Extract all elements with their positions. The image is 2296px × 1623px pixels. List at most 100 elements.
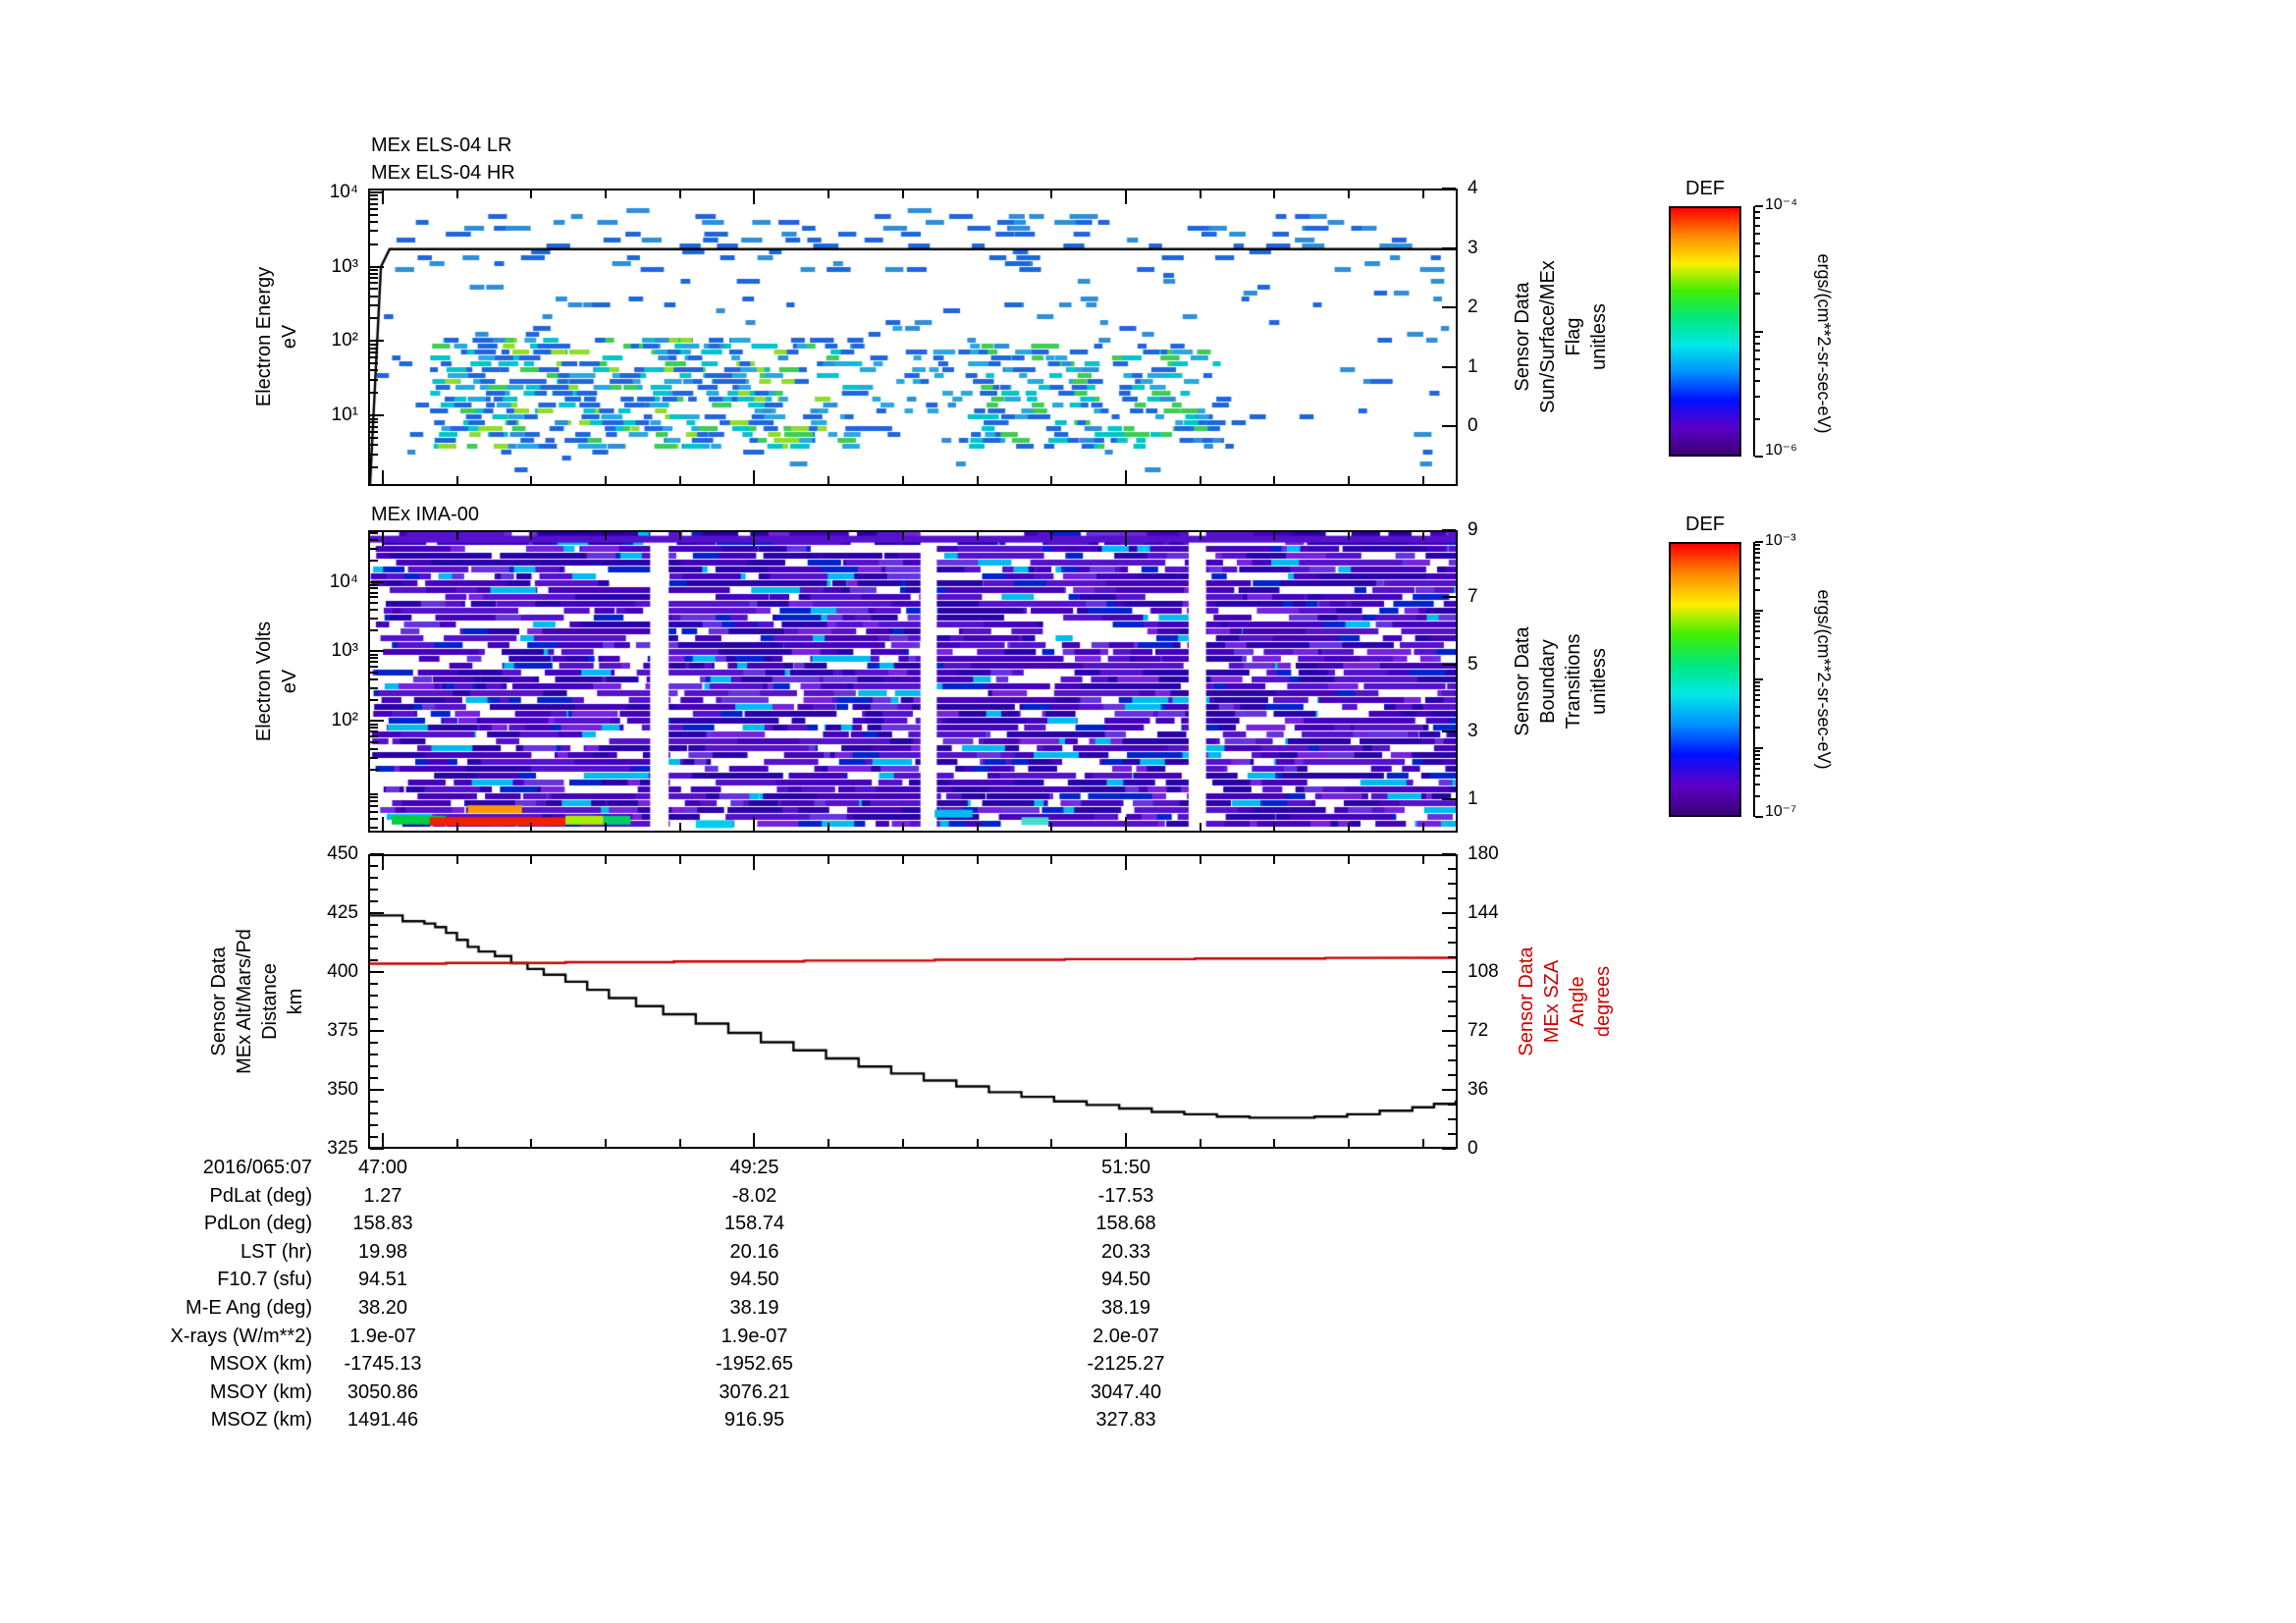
axis-tick [381,532,384,546]
axis-tick [370,369,378,372]
axis-tick [1448,897,1456,899]
colorbar-scale-line [1753,206,1755,457]
axis-tick [976,532,979,540]
els-colorbar-min-label: 10⁻⁶ [1765,442,1797,459]
tick-label: 425 [327,902,358,923]
axis-tick [370,657,378,660]
axis-tick [1050,856,1053,864]
axis-tick [370,671,378,674]
tick-label: 10⁴ [329,570,358,592]
axis-tick [828,476,830,484]
axis-tick [370,740,378,743]
table-cell: -2125.27 [1087,1353,1165,1376]
axis-tick [370,378,378,381]
axis-tick [370,629,378,632]
axis-tick [455,1139,458,1147]
tick-label: 9 [1468,519,1478,540]
axis-tick [530,476,533,484]
tick-label: 7 [1468,586,1478,608]
axis-tick [1755,657,1760,660]
axis-tick [370,580,384,583]
axis-tick [1755,210,1760,213]
axis-tick [1448,1118,1456,1120]
ima-spectrogram-panel [368,530,1458,833]
axis-tick [1199,532,1201,540]
axis-tick [370,661,378,664]
ima-spectrogram-canvas [370,532,1456,831]
axis-tick [1421,856,1424,864]
axis-tick [370,444,378,447]
axis-tick [530,532,533,540]
tick-label: 144 [1468,902,1499,923]
axis-tick [1755,330,1763,333]
axis-tick [1448,1074,1456,1076]
axis-tick [753,190,756,204]
axis-tick [381,856,384,870]
axis-tick [1199,190,1201,198]
axis-tick [901,1139,904,1147]
axis-tick [370,601,378,604]
tick-label: 10³ [331,640,358,662]
axis-tick [1421,1139,1424,1147]
axis-tick [370,436,378,439]
axis-tick [370,207,378,210]
axis-tick [370,650,384,653]
axis-tick [381,190,384,204]
table-cell: 94.50 [1100,1269,1151,1291]
axis-tick [530,823,533,831]
table-cell: 47:00 [357,1157,408,1178]
tick-label: 1 [1468,787,1478,809]
table-row-label: PdLon (deg) [203,1213,312,1235]
ima-colorbar-unit-label: ergs/(cm**2-sr-sec-eV) [1814,589,1834,770]
axis-tick [370,877,378,879]
axis-tick [381,470,384,484]
axis-tick [901,823,904,831]
axis-tick [1755,699,1760,702]
table-cell: 38.19 [729,1297,779,1319]
axis-tick [1442,306,1456,309]
axis-tick [1755,357,1760,360]
axis-tick [1348,476,1351,484]
axis-tick [1442,663,1456,666]
axis-tick [370,591,378,594]
table-cell: 20.33 [1100,1240,1151,1263]
axis-tick [1755,576,1760,579]
axis-tick [530,190,533,198]
axis-tick [605,476,608,484]
axis-tick [370,756,378,759]
axis-tick [828,823,830,831]
axis-tick [370,453,378,456]
axis-tick [1755,747,1763,749]
axis-tick [370,198,378,201]
axis-tick [370,392,378,395]
axis-tick [678,190,681,198]
axis-tick [370,288,378,291]
table-cell: 3047.40 [1090,1380,1162,1403]
axis-tick [1755,568,1760,570]
axis-tick [1442,797,1456,800]
tick-label: 0 [1468,1138,1478,1159]
axis-tick [370,817,378,820]
ima-colorbar-title: DEF [1685,514,1725,535]
axis-tick [1442,596,1456,599]
axis-tick [678,532,681,540]
axis-tick [370,666,378,669]
axis-tick [370,769,378,772]
axis-tick [1755,217,1760,220]
axis-tick [1755,616,1760,619]
axis-tick [370,865,378,867]
axis-tick [370,587,378,590]
axis-tick [1050,532,1053,540]
axis-tick [1125,532,1127,546]
axis-tick [1199,1139,1201,1147]
axis-tick [370,947,378,949]
axis-tick [370,1006,378,1008]
axis-tick [1755,610,1763,612]
axis-tick [1755,233,1760,236]
axis-tick [976,856,979,864]
axis-tick [370,583,378,586]
axis-tick [1442,529,1456,531]
axis-tick [370,1065,378,1067]
table-cell: 1.9e-07 [721,1325,788,1347]
axis-tick [1125,856,1127,870]
